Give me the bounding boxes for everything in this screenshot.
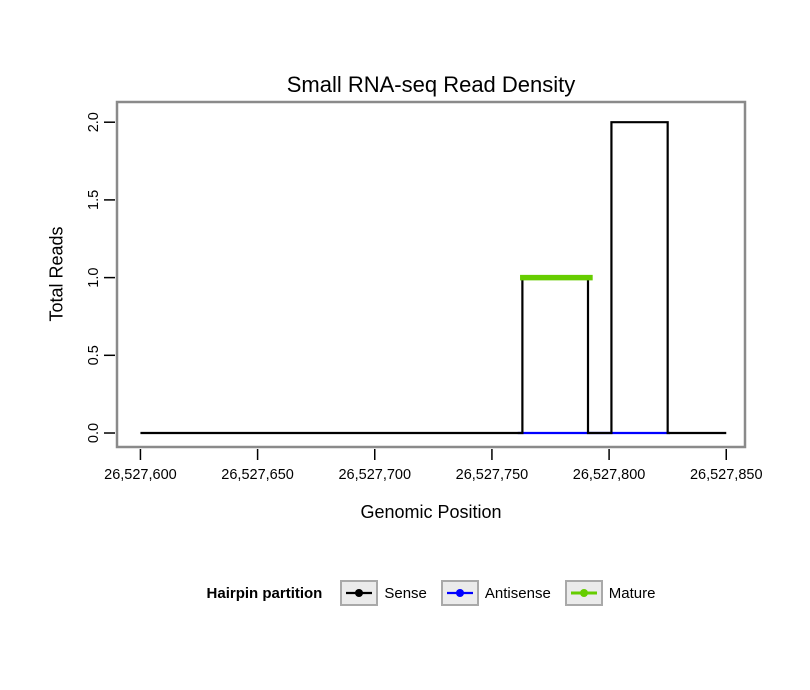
- legend-title: Hairpin partition: [206, 584, 323, 602]
- svg-text:1.0: 1.0: [86, 268, 102, 288]
- svg-text:26,527,700: 26,527,700: [338, 467, 411, 483]
- legend-key-antisense-icon: [440, 580, 479, 606]
- legend-entry-mature: Mature: [564, 580, 656, 606]
- svg-text:26,527,600: 26,527,600: [104, 467, 177, 483]
- legend-label-mature: Mature: [608, 584, 656, 602]
- x-axis-label: Genomic Position: [360, 502, 502, 522]
- svg-text:26,527,650: 26,527,650: [221, 467, 294, 483]
- svg-text:0.0: 0.0: [86, 423, 102, 443]
- legend-label-sense: Sense: [384, 584, 427, 602]
- legend: Hairpin partition Sense Antisense: [116, 580, 746, 606]
- svg-text:1.5: 1.5: [86, 190, 102, 210]
- chart-title: Small RNA-seq Read Density: [286, 72, 576, 97]
- svg-text:26,527,800: 26,527,800: [573, 467, 646, 483]
- legend-entry-sense: Sense: [340, 580, 427, 606]
- legend-label-antisense: Antisense: [484, 584, 551, 602]
- svg-text:0.5: 0.5: [86, 345, 102, 365]
- legend-key-sense-icon: [340, 580, 379, 606]
- y-axis-label: Total Reads: [46, 226, 67, 322]
- svg-text:26,527,750: 26,527,750: [456, 467, 529, 483]
- legend-entry-antisense: Antisense: [440, 580, 551, 606]
- svg-text:26,527,850: 26,527,850: [690, 467, 763, 483]
- legend-key-mature-icon: [564, 580, 603, 606]
- plot-svg: 26,527,600 26,527,650 26,527,700 26,527,750…: [86, 100, 763, 483]
- svg-text:2.0: 2.0: [86, 112, 102, 132]
